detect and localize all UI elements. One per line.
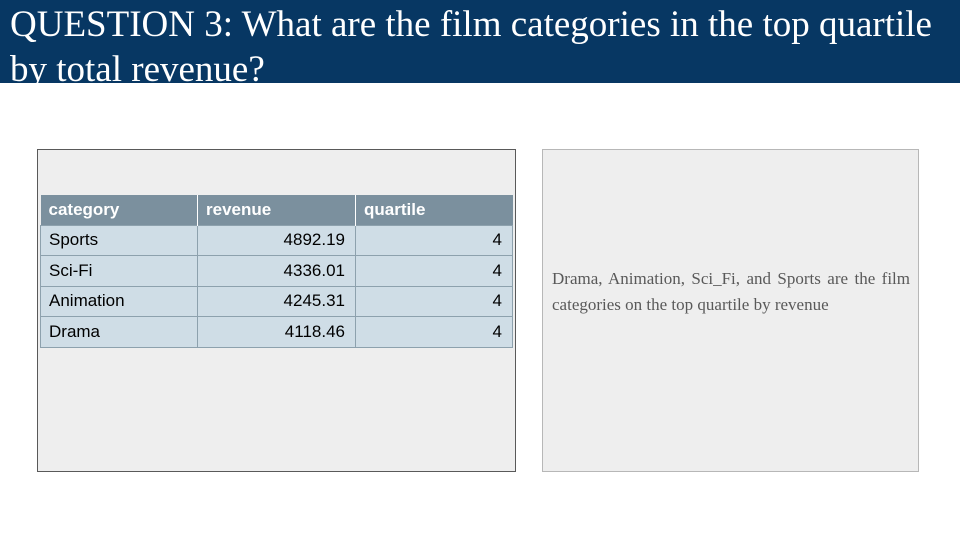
cell-quartile: 4 [355,285,513,317]
cell-category: Sci-Fi [40,255,198,287]
table-row: Sci-Fi 4336.01 4 [40,255,513,287]
cell-category: Animation [40,285,198,317]
cell-category: Drama [40,316,198,348]
table-row: Drama 4118.46 4 [40,316,513,348]
header-quartile: quartile [355,195,513,225]
cell-quartile: 4 [355,316,513,348]
header-revenue: revenue [197,195,356,225]
table-row: Sports 4892.19 4 [40,224,513,256]
slide-title-bar: QUESTION 3: What are the film categories… [0,0,960,90]
table-panel: category revenue quartile Sports 4892.19… [37,149,516,472]
cell-revenue: 4245.31 [197,285,356,317]
note-panel: Drama, Animation, Sci_Fi, and Sports are… [542,149,919,472]
cell-revenue: 4892.19 [197,224,356,256]
note-text: Drama, Animation, Sci_Fi, and Sports are… [552,269,910,314]
cell-quartile: 4 [355,255,513,287]
cell-quartile: 4 [355,224,513,256]
cell-category: Sports [40,224,198,256]
table-row: Animation 4245.31 4 [40,285,513,317]
cell-revenue: 4336.01 [197,255,356,287]
slide-title: QUESTION 3: What are the film categories… [10,4,932,90]
table-header-row: category revenue quartile [40,195,513,225]
revenue-table: category revenue quartile Sports 4892.19… [40,195,513,348]
header-category: category [40,195,198,225]
cell-revenue: 4118.46 [197,316,356,348]
